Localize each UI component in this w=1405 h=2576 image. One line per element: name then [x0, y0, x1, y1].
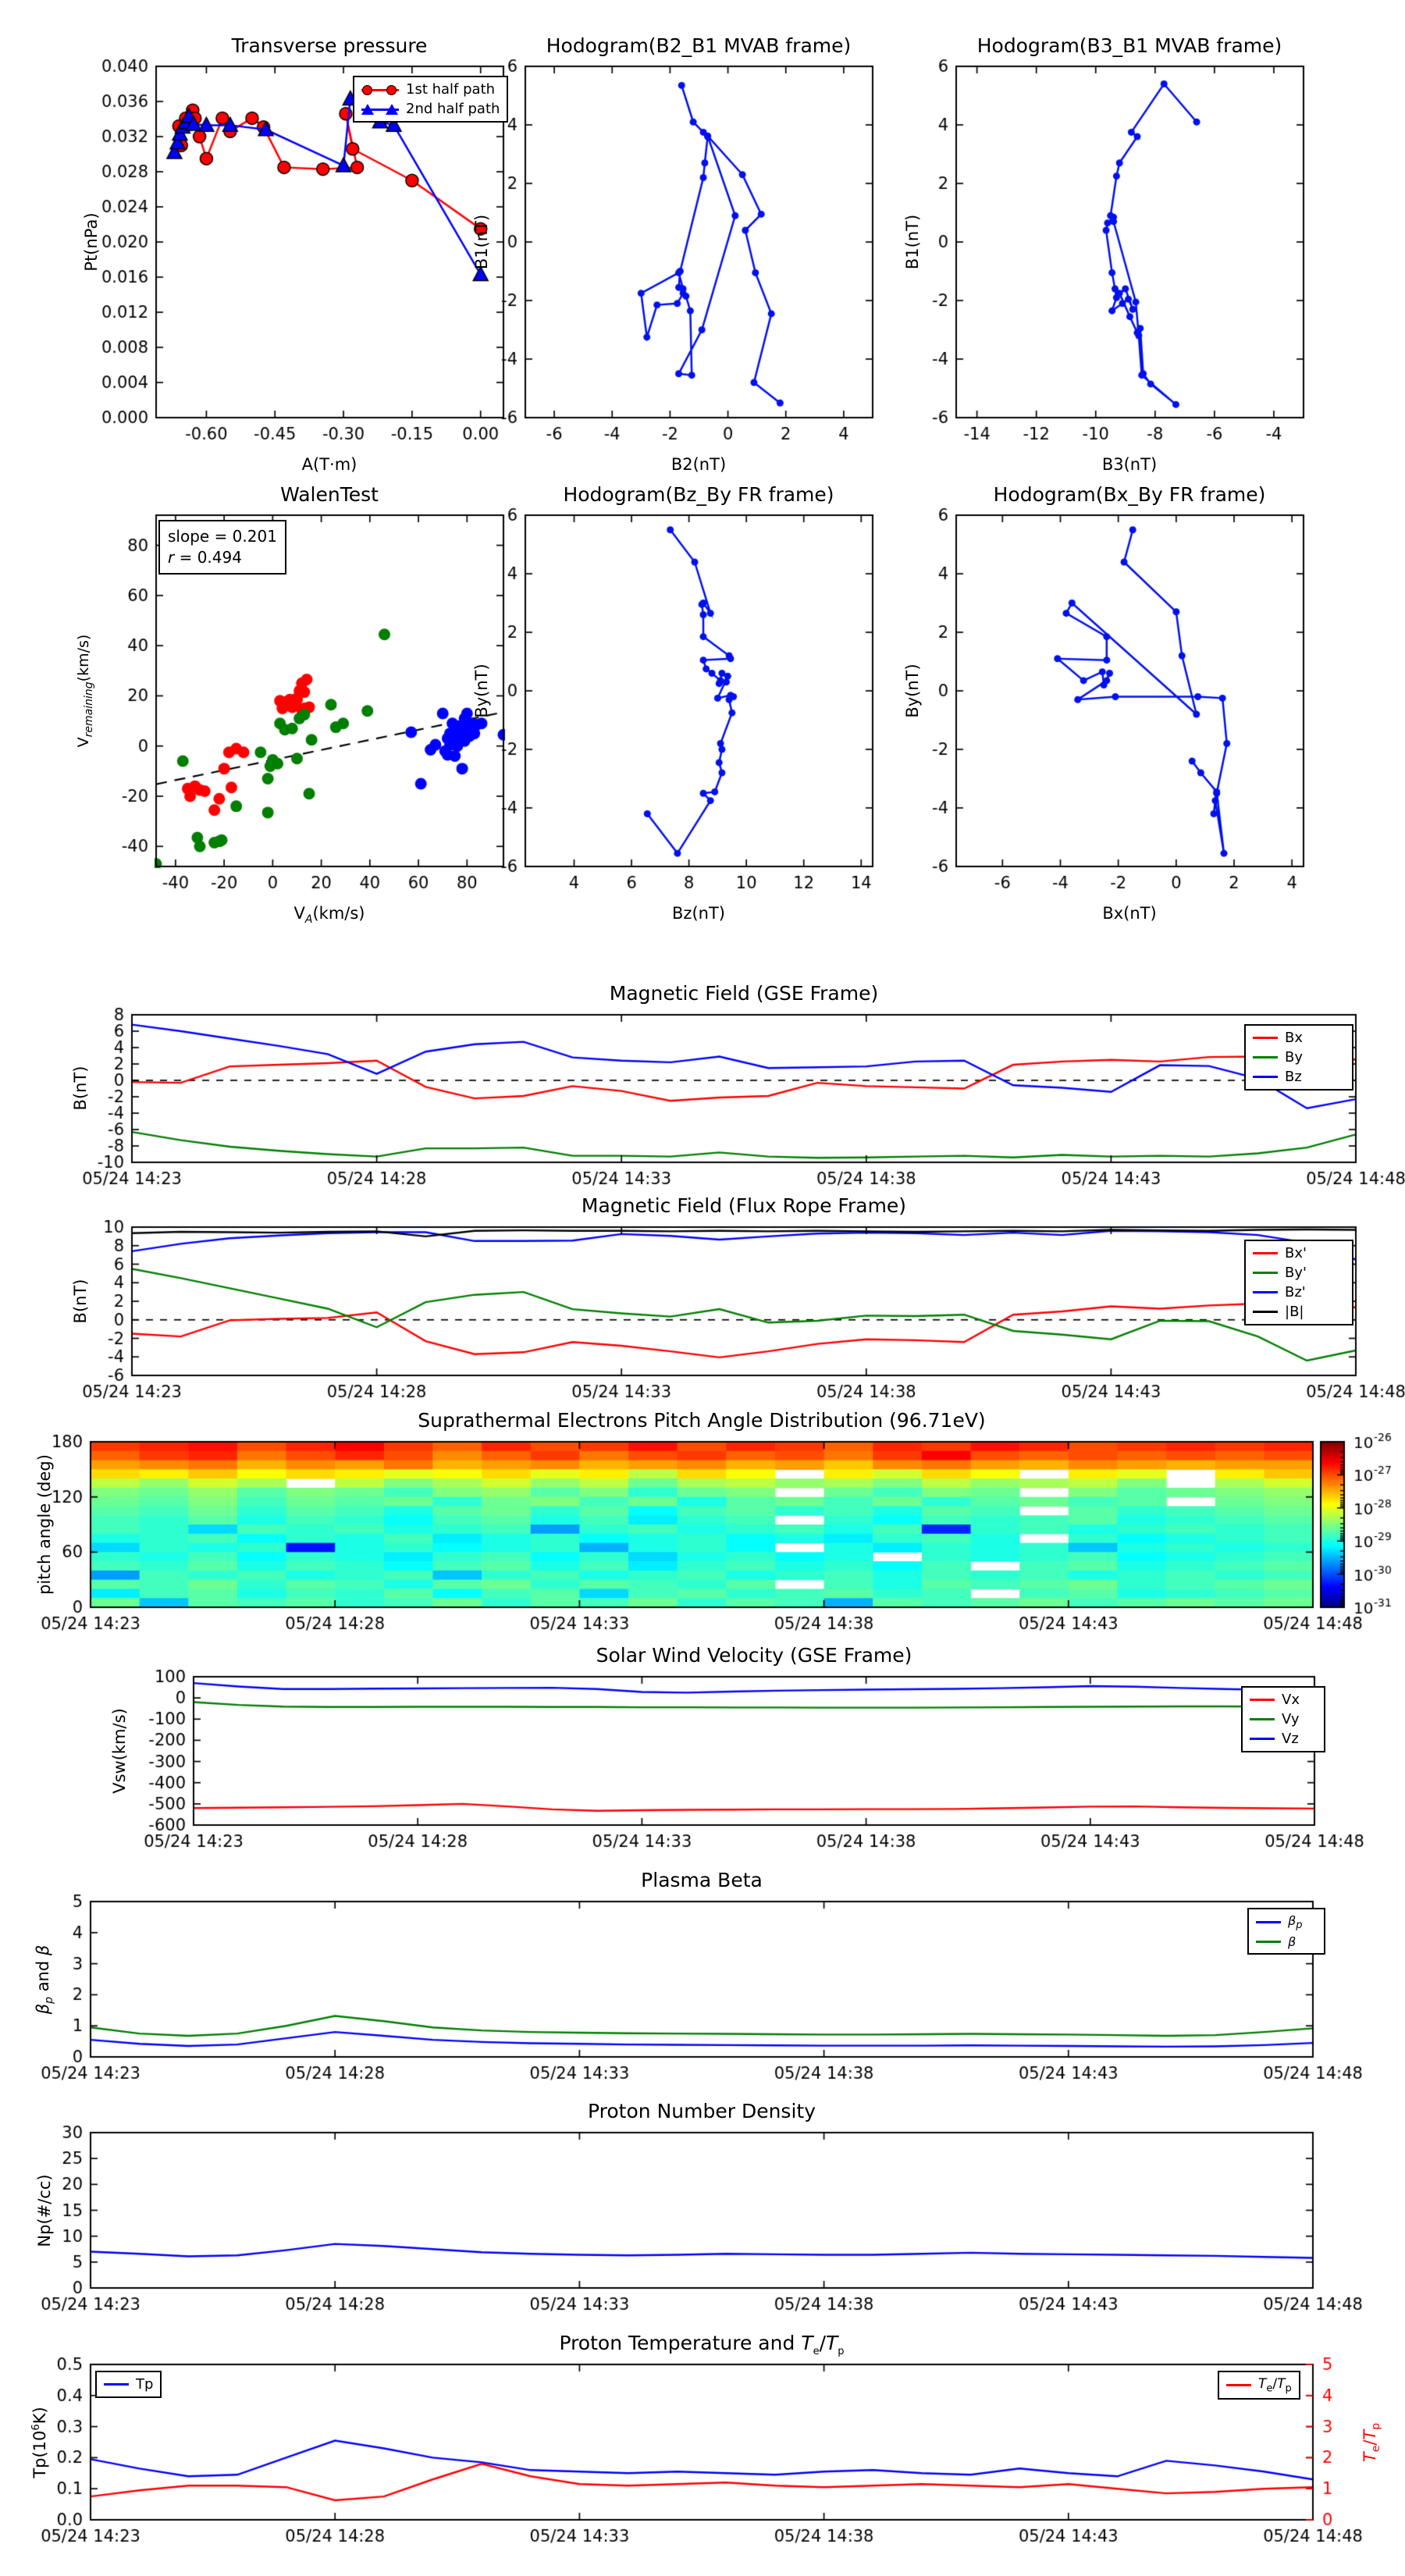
legend-item-bz: Bz [1253, 1069, 1345, 1085]
ylabel-mag-gse: B(nT) [71, 1066, 90, 1111]
tetp-legend: Te/Tp [1218, 2371, 1300, 2400]
title-proton-temperature: Proton Temperature and Te/Tp [559, 2332, 845, 2357]
line-sample [1256, 1921, 1281, 1924]
legend-item-beta-p: βp [1256, 1913, 1317, 1931]
xlabel-walen: VA(km/s) [293, 904, 365, 927]
line-sample [1253, 1056, 1278, 1059]
legend-item-bmag: |B| [1253, 1304, 1345, 1320]
ylabel-te-tp-right: Te/Tp [1360, 2422, 1383, 2463]
ylabel-temperature: Tp(106K) [30, 2407, 49, 2478]
ylabel-velocity: Vsw(km/s) [110, 1708, 129, 1794]
line-sample [1253, 1272, 1278, 1274]
ylabel-density: Np(#/cc) [35, 2174, 54, 2247]
velocity-legend: Vx Vy Vz [1241, 1686, 1325, 1752]
beta-legend: βp β [1247, 1908, 1325, 1955]
ylabel-bzby: By(nT) [472, 664, 491, 718]
ylabel-transverse: Pt(nPa) [82, 212, 101, 272]
transverse-legend: 1st half path 2nd half path [353, 76, 509, 123]
title-mag-gse: Magnetic Field (GSE Frame) [609, 982, 879, 1005]
ylabel-pitch: pitch angle (deg) [35, 1454, 54, 1595]
line-sample [1250, 1699, 1275, 1701]
title-hodogram-bxby: Hodogram(Bx_By FR frame) [993, 483, 1266, 506]
ylabel-walen: Vremaining(km/s) [75, 634, 95, 748]
title-hodogram-bzby: Hodogram(Bz_By FR frame) [563, 483, 834, 506]
walen-slope: slope = 0.201 [168, 527, 277, 546]
tp-legend: Tp [95, 2371, 162, 2398]
ylabel-mag-fr: B(nT) [71, 1279, 90, 1324]
title-walen-test: WalenTest [280, 483, 379, 506]
xlabel-bz: Bz(nT) [672, 904, 725, 923]
line-sample [1253, 1252, 1278, 1254]
legend-item-beta: β [1256, 1934, 1317, 1949]
legend-item-bx: Bx [1253, 1030, 1345, 1046]
legend-item-byp: By' [1253, 1265, 1345, 1281]
legend-item-1st-half: 1st half path [361, 81, 500, 98]
legend-item-2nd-half: 2nd half path [361, 101, 500, 117]
title-plasma-beta: Plasma Beta [641, 1869, 763, 1891]
walen-r: r = 0.494 [168, 548, 242, 567]
line-sample [1253, 1291, 1278, 1293]
title-mag-fr: Magnetic Field (Flux Rope Frame) [581, 1194, 907, 1217]
line-triangle-sample [361, 102, 399, 116]
legend-item-vz: Vz [1250, 1731, 1317, 1747]
line-sample [1250, 1718, 1275, 1720]
legend-item-tp: Tp [104, 2376, 153, 2393]
title-transverse-pressure: Transverse pressure [231, 34, 428, 57]
ylabel-beta: βp and β [33, 1944, 56, 2015]
legend-item-te-tp: Te/Tp [1226, 2376, 1292, 2394]
walen-stats-box: slope = 0.201 r = 0.494 [158, 520, 286, 575]
xlabel-b2: B2(nT) [670, 455, 727, 474]
ylabel-bxby: By(nT) [903, 664, 922, 718]
xlabel-bx: Bx(nT) [1102, 904, 1157, 923]
line-sample [104, 2383, 129, 2386]
title-hodogram-b3b1: Hodogram(B3_B1 MVAB frame) [976, 34, 1282, 57]
line-sample [1226, 2384, 1251, 2387]
line-sample [1253, 1076, 1278, 1078]
legend-item-bzp: Bz' [1253, 1284, 1345, 1300]
title-pitch-angle: Suprathermal Electrons Pitch Angle Distr… [418, 1409, 986, 1432]
line-sample [1256, 1941, 1281, 1944]
title-proton-density: Proton Number Density [588, 2100, 816, 2122]
xlabel-b3: B3(nT) [1101, 455, 1158, 474]
line-sample [1250, 1738, 1275, 1740]
legend-item-vx: Vx [1250, 1692, 1317, 1708]
gse-legend: Bx By Bz [1244, 1024, 1353, 1091]
ylabel-b3b1: B1(nT) [903, 214, 922, 270]
line-sample [1253, 1311, 1278, 1313]
legend-item-vy: Vy [1250, 1711, 1317, 1727]
title-hodogram-b2b1: Hodogram(B2_B1 MVAB frame) [546, 34, 852, 57]
line-circle-sample [361, 83, 399, 97]
xlabel-transverse: A(T·m) [301, 455, 357, 474]
fr-legend: Bx' By' Bz' |B| [1244, 1240, 1353, 1325]
legend-item-bxp: Bx' [1253, 1245, 1345, 1261]
legend-item-by: By [1253, 1049, 1345, 1066]
ylabel-b2b1: B1(nT) [472, 214, 491, 270]
title-velocity: Solar Wind Velocity (GSE Frame) [596, 1644, 912, 1667]
line-sample [1253, 1037, 1278, 1039]
